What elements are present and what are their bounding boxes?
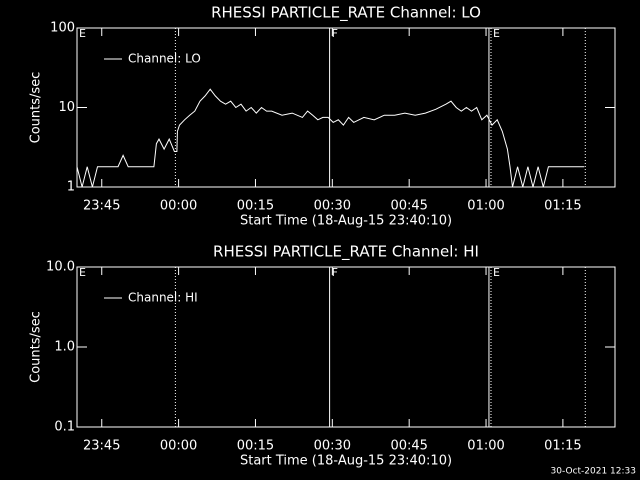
event-label: F	[332, 266, 338, 279]
y-tick-label: 10.0	[46, 260, 75, 275]
y-tick-label: 1.0	[54, 340, 75, 355]
x-tick-label: 01:15	[544, 439, 581, 454]
x-axis-label: Start Time (18-Aug-15 23:40:10)	[240, 454, 452, 469]
x-tick-label: 01:00	[467, 199, 504, 214]
x-tick-label: 00:00	[160, 199, 197, 214]
event-label: F	[332, 27, 338, 40]
x-tick-label: 00:15	[237, 199, 274, 214]
x-tick-label: 00:15	[237, 439, 274, 454]
x-tick-label: 00:45	[390, 439, 427, 454]
y-axis-label: Counts/sec	[29, 311, 44, 383]
x-axis-label: Start Time (18-Aug-15 23:40:10)	[240, 214, 452, 229]
event-label: E	[493, 27, 500, 40]
legend-label: Channel: LO	[128, 52, 201, 66]
footer: 30-Oct-2021 12:33	[551, 467, 636, 477]
event-label: E	[79, 266, 86, 279]
legend-label: Channel: HI	[128, 291, 198, 305]
event-label: E	[493, 266, 500, 279]
event-label: E	[79, 27, 86, 40]
x-tick-label: 00:30	[314, 199, 351, 214]
x-tick-label: 00:45	[390, 199, 427, 214]
y-tick-label: 1	[67, 180, 75, 195]
data-line	[76, 88, 585, 188]
x-tick-label: 00:00	[160, 439, 197, 454]
x-tick-label: 00:30	[314, 439, 351, 454]
chart-title: RHESSI PARTICLE_RATE Channel: LO	[211, 4, 481, 23]
x-tick-label: 01:00	[467, 439, 504, 454]
y-tick-label: 100	[50, 21, 75, 36]
y-tick-label: 0.1	[54, 420, 75, 435]
y-tick-label: 10	[58, 100, 75, 115]
x-tick-label: 01:15	[544, 199, 581, 214]
chart-title: RHESSI PARTICLE_RATE Channel: HI	[213, 243, 479, 262]
y-axis-label: Counts/sec	[29, 72, 44, 144]
x-tick-label: 23:45	[83, 439, 120, 454]
x-tick-label: 23:45	[83, 199, 120, 214]
